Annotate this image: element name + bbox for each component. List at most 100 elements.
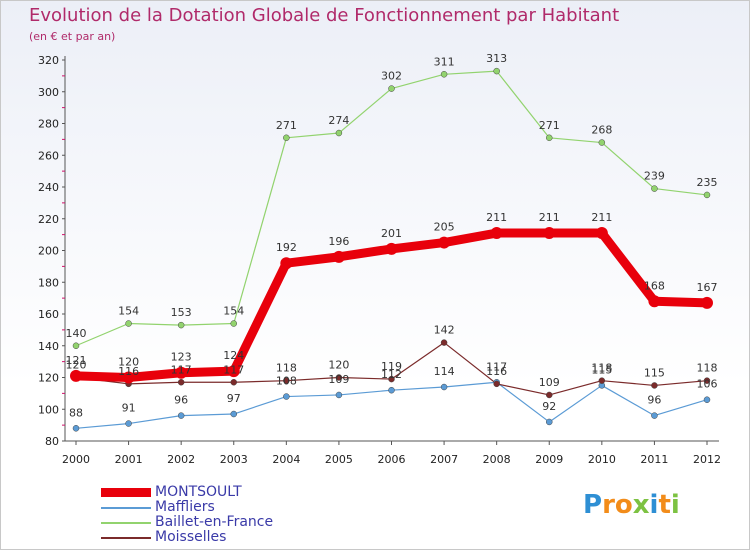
y-tick-label: 100 (38, 403, 59, 416)
legend-item-maffliers: Maffliers (101, 500, 273, 515)
data-label: 192 (276, 241, 297, 254)
data-point (701, 296, 713, 309)
data-label: 205 (434, 221, 455, 234)
logo-letter: x (632, 490, 650, 520)
series-line-baillet-en-france (75, 70, 708, 347)
data-label: 211 (486, 211, 507, 224)
data-point (546, 418, 553, 426)
y-tick-label: 260 (38, 149, 59, 162)
data-point (703, 377, 711, 384)
data-label: 268 (591, 124, 612, 137)
data-point (230, 410, 237, 418)
data-label: 96 (174, 394, 188, 407)
data-label: 91 (122, 402, 136, 415)
data-label: 117 (223, 363, 244, 376)
data-label: 96 (647, 394, 661, 407)
legend: MONTSOULT Maffliers Baillet-en-France Mo… (101, 485, 273, 545)
logo-letter: t (658, 490, 671, 520)
data-label: 168 (644, 279, 665, 292)
data-point (335, 129, 343, 137)
data-label: 211 (591, 211, 612, 224)
x-tick-label: 2002 (167, 453, 195, 466)
legend-label-maffliers: Maffliers (155, 499, 215, 515)
y-tick-label: 180 (38, 276, 59, 289)
data-label: 118 (697, 362, 718, 375)
data-point (177, 379, 185, 386)
x-tick-label: 2003 (220, 453, 248, 466)
data-point (648, 295, 661, 308)
data-label: 97 (227, 392, 241, 405)
data-point (177, 412, 185, 419)
data-point (651, 412, 658, 419)
chart-title: Evolution de la Dotation Globale de Fonc… (29, 5, 620, 26)
data-point (230, 320, 237, 327)
data-point (595, 227, 608, 240)
data-point (490, 227, 503, 240)
y-tick-label: 320 (38, 54, 59, 67)
legend-swatch-maffliers (101, 506, 151, 509)
data-point (177, 321, 185, 329)
data-point (440, 339, 448, 346)
legend-swatch-moisselles (101, 536, 151, 539)
logo-letter: i (670, 490, 680, 520)
data-point (546, 391, 553, 399)
data-point (440, 71, 448, 78)
data-label: 235 (697, 176, 718, 189)
legend-item-moisselles: Moisselles (101, 530, 273, 545)
data-label: 124 (223, 349, 244, 362)
data-point (70, 369, 82, 382)
data-point (125, 320, 132, 327)
data-label: 302 (381, 70, 402, 83)
data-label: 108 (276, 375, 297, 388)
x-tick-label: 2005 (325, 453, 353, 466)
data-label: 114 (434, 365, 455, 378)
data-label: 167 (697, 281, 718, 294)
x-tick-label: 2000 (62, 453, 90, 466)
data-point (335, 391, 343, 399)
x-tick-label: 2011 (640, 453, 668, 466)
data-point (72, 342, 80, 349)
y-tick-label: 200 (38, 245, 59, 258)
legend-item-montsoult: MONTSOULT (101, 485, 273, 500)
data-label: 120 (328, 359, 349, 372)
logo-letter: o (614, 490, 633, 520)
data-point (125, 420, 132, 427)
data-label: 116 (486, 365, 507, 378)
data-point (335, 374, 343, 381)
data-label: 142 (434, 324, 455, 337)
data-point (651, 185, 658, 192)
data-point (283, 134, 290, 142)
chart-subtitle: (en € et par an) (29, 30, 116, 43)
logo-letter: i (649, 490, 659, 520)
data-label: 153 (171, 306, 192, 319)
data-label: 154 (223, 305, 244, 318)
data-label: 120 (118, 356, 139, 369)
data-point (546, 134, 553, 142)
y-tick-label: 80 (45, 435, 59, 448)
data-label: 119 (381, 360, 402, 373)
data-label: 115 (644, 366, 665, 379)
y-tick-label: 300 (38, 86, 59, 99)
data-label: 201 (381, 227, 402, 240)
data-label: 239 (644, 170, 665, 183)
x-tick-label: 2007 (430, 453, 458, 466)
data-point (438, 236, 451, 249)
x-tick-label: 2009 (535, 453, 563, 466)
data-label: 109 (539, 376, 560, 389)
data-point (122, 371, 135, 384)
data-point (388, 85, 395, 92)
data-label: 120 (66, 359, 87, 372)
data-point (332, 250, 345, 263)
data-point (283, 393, 290, 400)
data-label: 140 (66, 327, 87, 340)
x-tick-label: 2012 (693, 453, 721, 466)
data-label: 196 (328, 235, 349, 248)
data-point (440, 383, 448, 391)
data-point (651, 382, 658, 389)
legend-label-moisselles: Moisselles (155, 529, 227, 545)
data-label: 274 (328, 114, 349, 127)
data-point (388, 386, 395, 394)
data-label: 88 (69, 406, 83, 419)
